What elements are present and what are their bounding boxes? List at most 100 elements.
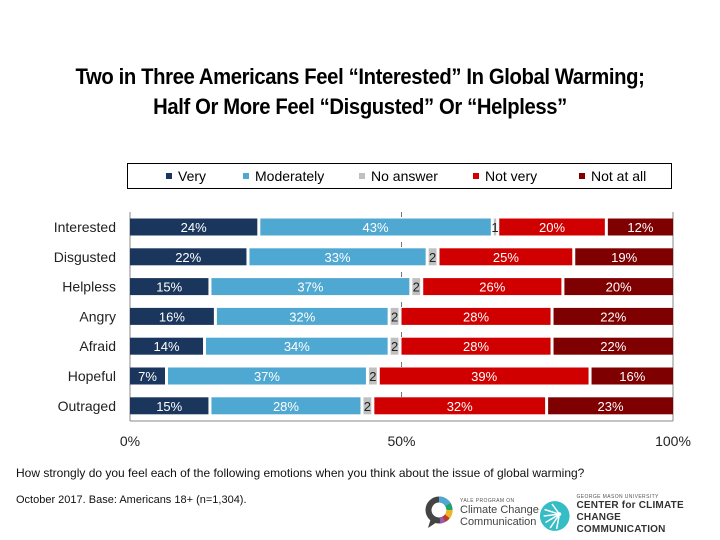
data-label-disgusted-very: 22% <box>175 250 201 265</box>
data-label-helpless-moderately: 37% <box>297 280 323 295</box>
data-label-angry-not-very: 28% <box>463 309 489 324</box>
bar-disgusted-not-at-all <box>575 248 673 266</box>
data-label-helpless-not-at-all: 20% <box>606 280 632 295</box>
bar-interested-very <box>130 218 258 236</box>
data-label-hopeful-not-at-all: 16% <box>619 369 645 384</box>
chart-title: Two in Three Americans Feel “Interested”… <box>29 62 691 122</box>
legend-item-not-very: Not very <box>473 168 537 184</box>
category-label-outraged: Outraged <box>58 398 116 414</box>
legend-label-not-at-all: Not at all <box>591 168 647 184</box>
bar-hopeful-no-answer <box>368 367 377 385</box>
legend-swatch-moderately <box>243 173 249 179</box>
chart-title-line-1: Two in Three Americans Feel “Interested”… <box>75 64 645 89</box>
bar-disgusted-very <box>130 248 247 266</box>
bar-helpless-moderately <box>211 278 410 296</box>
data-label-hopeful-no-answer: 2 <box>369 369 376 384</box>
gmu-logo-line-1: CENTER for CLIMATE CHANGE <box>576 500 684 523</box>
legend-label-moderately: Moderately <box>255 168 325 184</box>
bar-interested-not-at-all <box>607 218 673 236</box>
survey-question: How strongly do you feel each of the fol… <box>16 466 585 480</box>
bar-disgusted-not-very <box>439 248 573 266</box>
bar-hopeful-very <box>130 367 166 385</box>
data-label-angry-no-answer: 2 <box>391 309 398 324</box>
bar-interested-moderately <box>260 218 491 236</box>
gmu-shell-icon <box>539 500 570 531</box>
data-label-disgusted-no-answer: 2 <box>429 250 436 265</box>
bar-angry-very <box>130 307 214 325</box>
data-label-outraged-no-answer: 2 <box>364 399 371 414</box>
survey-base-note: October 2017. Base: Americans 18+ (n=1,3… <box>16 494 247 506</box>
data-label-helpless-very: 15% <box>156 280 182 295</box>
bar-helpless-very <box>130 278 209 296</box>
data-label-outraged-not-at-all: 23% <box>598 399 624 414</box>
bar-angry-not-at-all <box>553 307 673 325</box>
data-label-angry-moderately: 32% <box>289 309 315 324</box>
category-label-afraid: Afraid <box>79 338 116 354</box>
data-label-helpless-not-very: 26% <box>479 280 505 295</box>
legend-label-very: Very <box>178 168 207 184</box>
x-tick-label: 100% <box>655 433 691 449</box>
category-label-hopeful: Hopeful <box>68 368 116 384</box>
data-label-afraid-moderately: 34% <box>284 339 310 354</box>
legend-item-no-answer: No answer <box>359 168 438 184</box>
bar-angry-moderately <box>216 307 388 325</box>
legend-swatch-not-very <box>473 173 479 179</box>
bar-afraid-very <box>130 337 204 355</box>
bar-afraid-no-answer <box>390 337 399 355</box>
category-label-disgusted: Disgusted <box>54 249 116 265</box>
bar-interested-no-answer <box>493 218 497 236</box>
category-label-angry: Angry <box>79 308 116 324</box>
legend-swatch-very <box>166 173 172 179</box>
data-label-helpless-no-answer: 2 <box>413 280 420 295</box>
bar-outraged-no-answer <box>363 397 372 415</box>
data-label-outraged-moderately: 28% <box>273 399 299 414</box>
data-label-hopeful-moderately: 37% <box>254 369 280 384</box>
data-label-outraged-very: 15% <box>156 399 182 414</box>
bar-helpless-not-at-all <box>564 278 673 296</box>
data-label-afraid-very: 14% <box>153 339 179 354</box>
bar-hopeful-not-very <box>379 367 589 385</box>
bar-helpless-no-answer <box>412 278 421 296</box>
data-label-disgusted-moderately: 33% <box>325 250 351 265</box>
data-label-outraged-not-very: 32% <box>447 399 473 414</box>
legend-label-no-answer: No answer <box>371 168 438 184</box>
data-label-interested-not-at-all: 12% <box>627 220 653 235</box>
data-label-angry-not-at-all: 22% <box>600 309 626 324</box>
bar-afraid-moderately <box>206 337 388 355</box>
bar-afraid-not-at-all <box>553 337 673 355</box>
data-label-interested-no-answer: 1 <box>491 220 498 235</box>
x-tick-label: 50% <box>387 433 415 449</box>
legend-item-very: Very <box>166 168 206 184</box>
bar-angry-no-answer <box>390 307 399 325</box>
bar-interested-not-very <box>499 218 605 236</box>
gmu-logo-small-text: GEORGE MASON UNIVERSITY <box>576 494 659 500</box>
gmu-center-logo: GEORGE MASON UNIVERSITY CENTER for CLIMA… <box>539 495 720 536</box>
yale-logo-small-text: YALE PROGRAM ON <box>460 497 515 504</box>
chart-title-line-2: Half Or More Feel “Disgusted” Or “Helple… <box>153 94 567 119</box>
data-label-hopeful-very: 7% <box>138 369 157 384</box>
bar-outraged-very <box>130 397 209 415</box>
legend: Very Moderately No answer Not very Not a… <box>127 163 672 189</box>
x-tick-label: 0% <box>120 433 140 449</box>
data-label-interested-very: 24% <box>181 220 207 235</box>
data-label-interested-not-very: 20% <box>539 220 565 235</box>
bar-outraged-not-at-all <box>548 397 673 415</box>
gmu-logo-line-2: COMMUNICATION <box>576 524 666 535</box>
category-label-helpless: Helpless <box>62 279 116 295</box>
bar-disgusted-no-answer <box>428 248 437 266</box>
data-label-afraid-no-answer: 2 <box>391 339 398 354</box>
bar-disgusted-moderately <box>249 248 426 266</box>
legend-label-not-very: Not very <box>485 168 538 184</box>
legend-swatch-not-at-all <box>579 173 585 179</box>
data-label-angry-very: 16% <box>159 309 185 324</box>
legend-swatch-no-answer <box>359 173 365 179</box>
bar-hopeful-moderately <box>168 367 366 385</box>
data-label-disgusted-not-very: 25% <box>493 250 519 265</box>
yale-logo-line-1: Climate Change <box>460 503 539 516</box>
legend-item-moderately: Moderately <box>243 168 324 184</box>
bar-outraged-not-very <box>374 397 546 415</box>
bar-angry-not-very <box>401 307 551 325</box>
data-label-hopeful-not-very: 39% <box>471 369 497 384</box>
bar-helpless-not-very <box>423 278 562 296</box>
